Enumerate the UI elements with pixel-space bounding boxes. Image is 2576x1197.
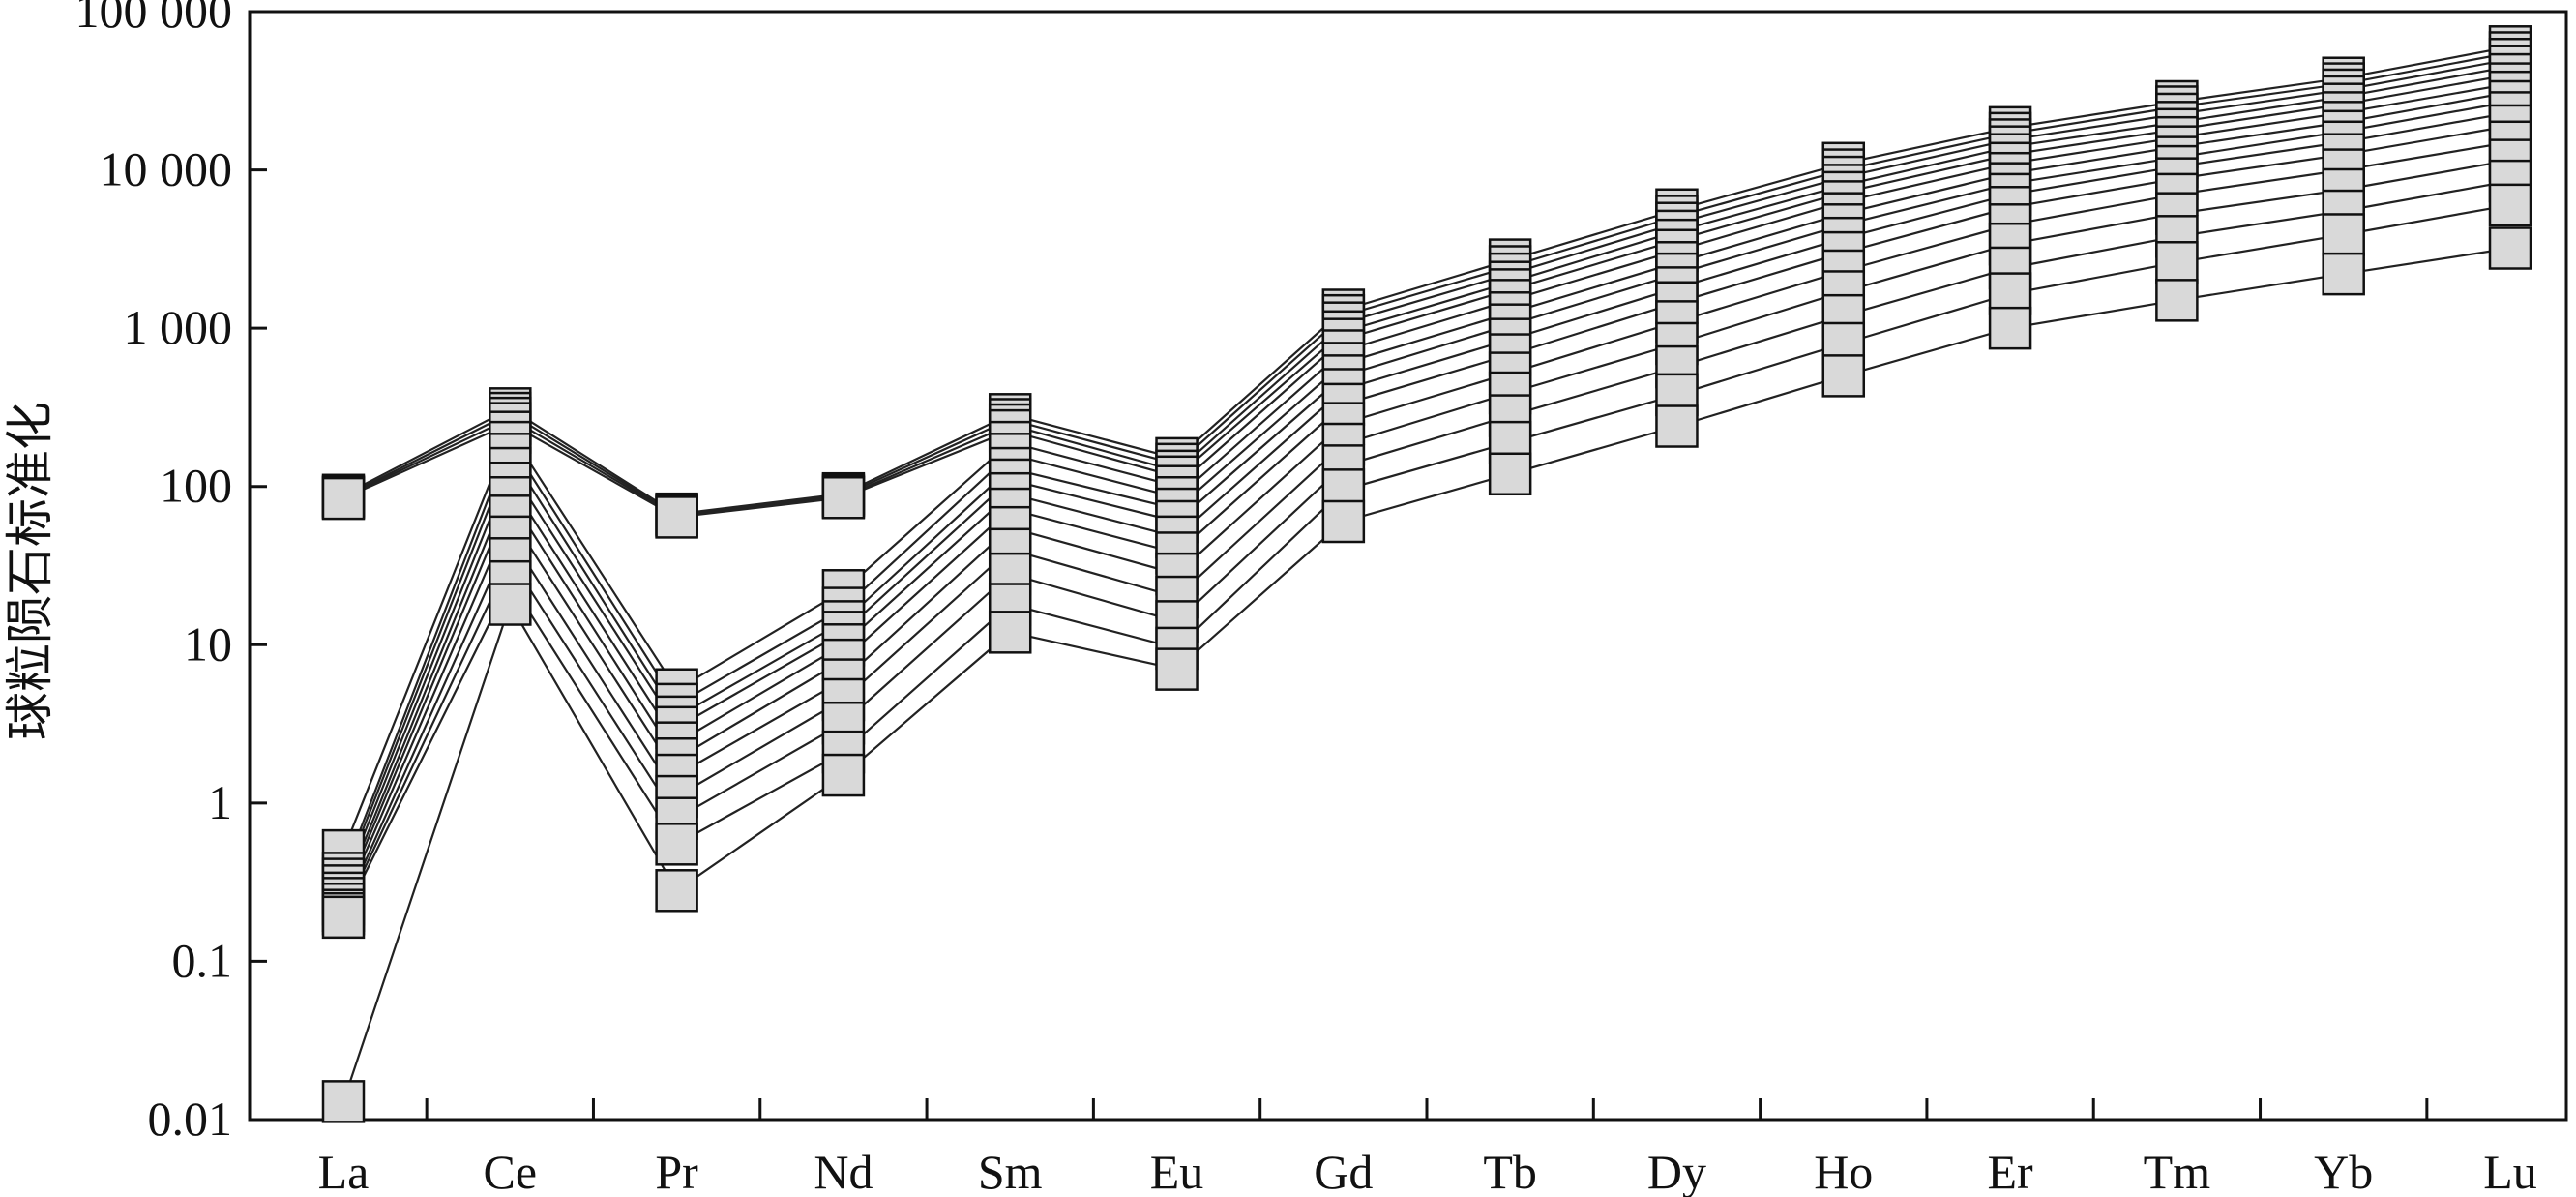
data-point-marker	[2488, 226, 2532, 270]
data-point-marker	[988, 611, 1032, 654]
series-line	[341, 124, 2511, 899]
y-axis: 0.01 0.1 1 10 100 1 000 10 000 100 000	[75, 0, 267, 1146]
data-point-marker	[1155, 647, 1199, 691]
data-point-marker	[821, 476, 866, 520]
series-line	[342, 51, 2511, 517]
y-tick-label: 0.01	[148, 1092, 233, 1146]
x-tick-label: Ho	[1814, 1145, 1873, 1197]
series-line	[342, 180, 2511, 914]
series-line	[341, 91, 2511, 881]
data-point-marker	[489, 583, 532, 626]
y-tick-label: 0.1	[172, 933, 233, 987]
data-point-marker	[655, 823, 698, 866]
data-point-marker	[821, 753, 866, 797]
x-tick-label: Tm	[2144, 1145, 2211, 1197]
series-line	[341, 159, 2511, 912]
x-tick-label: Eu	[1150, 1145, 1204, 1197]
x-tick-label: Lu	[2483, 1145, 2537, 1197]
data-point-marker	[1655, 404, 1699, 448]
series-line	[341, 100, 2511, 886]
data-point-marker	[321, 476, 366, 521]
series-line	[341, 247, 2511, 1102]
data-point-marker	[1488, 452, 1532, 496]
data-point-marker	[1321, 499, 1366, 544]
series-layer	[321, 25, 2532, 1123]
x-tick-label: Ce	[484, 1145, 538, 1197]
series-line	[341, 82, 2511, 874]
data-point-marker	[321, 895, 366, 940]
x-tick-label: La	[318, 1145, 370, 1197]
series-line	[342, 65, 2511, 519]
x-tick-label: Nd	[814, 1145, 873, 1197]
y-axis-title: 球粒陨石标准化	[2, 402, 58, 740]
y-tick-label: 100	[160, 459, 232, 513]
y-tick-label: 1 000	[124, 300, 233, 354]
x-tick-label: Gd	[1314, 1145, 1373, 1197]
series-line	[341, 74, 2511, 852]
plot-frame	[248, 10, 2568, 1122]
series-line	[341, 140, 2511, 905]
x-tick-label: Dy	[1647, 1145, 1706, 1197]
data-point-marker	[655, 495, 698, 539]
data-point-marker	[2322, 252, 2365, 296]
x-tick-label: Tb	[1483, 1145, 1537, 1197]
x-tick-label: Sm	[978, 1145, 1043, 1197]
data-point-marker	[2155, 241, 2199, 284]
data-point-marker	[1988, 306, 2032, 350]
x-axis: La Ce Pr Nd Sm Eu Gd Tb Dy Ho Er Tm Yb Lu	[318, 1098, 2537, 1197]
data-point-marker	[2322, 213, 2365, 256]
y-tick-label: 100 000	[75, 0, 233, 38]
series-line	[341, 111, 2511, 894]
y-tick-label: 10	[184, 616, 232, 671]
x-tick-label: Pr	[655, 1145, 698, 1197]
data-point-marker	[1821, 354, 1866, 398]
x-tick-label: Er	[1987, 1145, 2033, 1197]
y-tick-label: 10 000	[100, 142, 233, 196]
y-tick-label: 1	[208, 775, 232, 829]
data-point-marker	[2488, 183, 2532, 227]
data-point-marker	[655, 869, 698, 913]
series-line	[342, 203, 2511, 918]
x-tick-label: Yb	[2314, 1145, 2373, 1197]
data-point-marker	[321, 1080, 366, 1123]
data-point-marker	[2155, 279, 2199, 322]
